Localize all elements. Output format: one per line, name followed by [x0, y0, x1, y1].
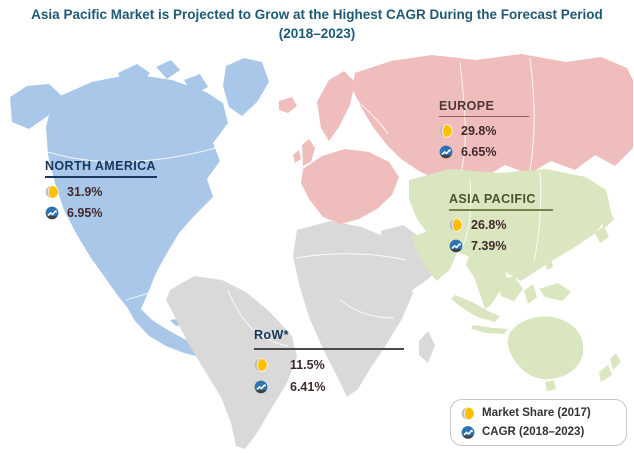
pie-chart-icon: [45, 185, 59, 199]
pie-chart-icon: [461, 406, 475, 421]
legend: Market Share (2017) CAGR (2018–2023): [450, 399, 627, 446]
pie-chart-icon: [254, 358, 268, 372]
market-share-row: 29.8%: [439, 124, 529, 138]
cagr-row: 7.39%: [449, 239, 553, 253]
cagr-value: 6.65%: [461, 145, 497, 159]
region-callout-north-america: NORTH AMERICA 31.9% 6.95%: [45, 157, 157, 220]
region-label: ASIA PACIFIC: [449, 192, 553, 211]
cagr-value: 7.39%: [471, 239, 507, 253]
map-region-europe: [279, 54, 633, 224]
growth-trend-icon: [439, 145, 453, 159]
growth-trend-icon: [461, 425, 475, 439]
chart-title: Asia Pacific Market is Projected to Grow…: [0, 5, 634, 43]
market-share-value: 29.8%: [461, 124, 497, 138]
market-share-value: 11.5%: [290, 358, 325, 372]
cagr-row: 6.41%: [254, 380, 404, 394]
region-label: NORTH AMERICA: [45, 159, 157, 178]
region-label: RoW*: [254, 328, 404, 350]
chart-title-line1: Asia Pacific Market is Projected to Grow…: [31, 7, 603, 22]
chart-title-line2: (2018–2023): [278, 26, 356, 41]
growth-trend-icon: [45, 206, 59, 220]
market-share-row: 11.5%: [254, 358, 404, 372]
region-callout-europe: EUROPE 29.8% 6.65%: [439, 97, 529, 159]
cagr-value: 6.41%: [290, 380, 326, 394]
legend-market-share-label: Market Share (2017): [482, 407, 591, 419]
pie-chart-icon: [449, 218, 463, 232]
map-region-row: [166, 221, 441, 449]
region-callout-asia-pacific: ASIA PACIFIC 26.8% 7.39%: [449, 190, 553, 253]
region-label: EUROPE: [439, 99, 529, 117]
map-region-asia-pacific: [409, 169, 621, 391]
legend-market-share-row: Market Share (2017): [461, 406, 616, 421]
market-share-row: 31.9%: [45, 185, 157, 199]
cagr-row: 6.95%: [45, 206, 157, 220]
market-share-row: 26.8%: [449, 218, 553, 232]
legend-cagr-label: CAGR (2018–2023): [482, 426, 585, 438]
market-share-value: 26.8%: [471, 218, 507, 232]
growth-trend-icon: [449, 239, 463, 253]
cagr-value: 6.95%: [67, 206, 103, 220]
pie-chart-icon: [439, 124, 453, 138]
market-share-value: 31.9%: [67, 185, 103, 199]
cagr-row: 6.65%: [439, 145, 529, 159]
growth-trend-icon: [254, 380, 268, 394]
legend-cagr-row: CAGR (2018–2023): [461, 425, 616, 439]
region-callout-row: RoW* 11.5% 6.41%: [254, 326, 404, 394]
